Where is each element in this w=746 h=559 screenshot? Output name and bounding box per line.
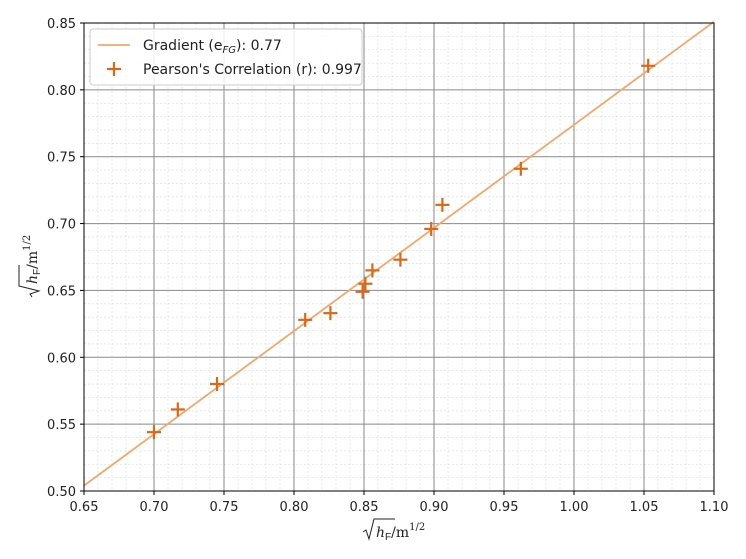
y-tick-label: 0.50 xyxy=(47,485,76,500)
tick-labels-layer: 0.65 0.70 0.75 0.80 0.85 0.90 0.95 1.00 1.05 1.10… xyxy=(47,17,728,515)
y-tick-label: 0.65 xyxy=(47,284,76,299)
x-axis-sqrt-symbol xyxy=(362,518,395,541)
x-tick-label: 0.80 xyxy=(280,500,309,515)
svg-text:hF/m1/2: hF/m1/2 xyxy=(22,235,43,284)
data-point xyxy=(393,252,408,267)
y-tick-label: 0.70 xyxy=(47,218,76,233)
legend-plus-swatch xyxy=(107,62,121,76)
legend-scatter-label: Pearson's Correlation (r): 0.997 xyxy=(143,62,362,78)
data-point xyxy=(365,263,380,278)
data-point xyxy=(435,197,450,212)
data-point xyxy=(641,58,656,73)
y-axis-label: hF/m1/2 xyxy=(18,235,43,298)
data-point xyxy=(170,402,185,417)
data-point xyxy=(513,161,528,176)
y-tick-label: 0.55 xyxy=(47,418,76,433)
data-point xyxy=(210,377,224,392)
data-point xyxy=(358,276,373,291)
gradient-fit-line xyxy=(83,20,715,487)
svg-text:hF/m1/2: hF/m1/2 xyxy=(376,522,425,543)
data-point xyxy=(298,312,313,327)
x-tick-label: 1.10 xyxy=(700,500,729,515)
x-tick-label: 0.85 xyxy=(350,500,379,515)
x-tick-label: 0.90 xyxy=(420,500,449,515)
minor-grid xyxy=(84,23,714,491)
x-tick-label: 0.95 xyxy=(490,500,519,515)
plot-frame xyxy=(83,22,715,492)
x-tick-label: 0.70 xyxy=(140,500,169,515)
y-tick-label: 0.75 xyxy=(47,151,76,166)
ticks-layer xyxy=(80,22,715,495)
fit-line-layer xyxy=(83,20,715,487)
legend-line-label: Gradient (eFG): 0.77 xyxy=(143,38,282,56)
data-point xyxy=(424,221,439,236)
x-tick-label: 1.00 xyxy=(560,500,589,515)
y-tick-label: 0.80 xyxy=(47,84,76,99)
legend-box xyxy=(89,28,363,86)
x-tick-label: 1.05 xyxy=(630,500,659,515)
x-axis-label: hF/m1/2 xyxy=(362,518,425,543)
data-point xyxy=(355,284,370,299)
data-point xyxy=(323,306,338,321)
points-layer xyxy=(147,58,656,440)
y-tick-label: 0.85 xyxy=(47,17,76,32)
y-axis-sqrt-symbol xyxy=(18,265,41,298)
x-tick-label: 0.65 xyxy=(70,500,99,515)
y-tick-label: 0.60 xyxy=(47,351,76,366)
x-tick-label: 0.75 xyxy=(210,500,239,515)
data-point xyxy=(147,425,161,440)
legend: Gradient (eFG): 0.77 Pearson's Correlati… xyxy=(89,28,363,86)
